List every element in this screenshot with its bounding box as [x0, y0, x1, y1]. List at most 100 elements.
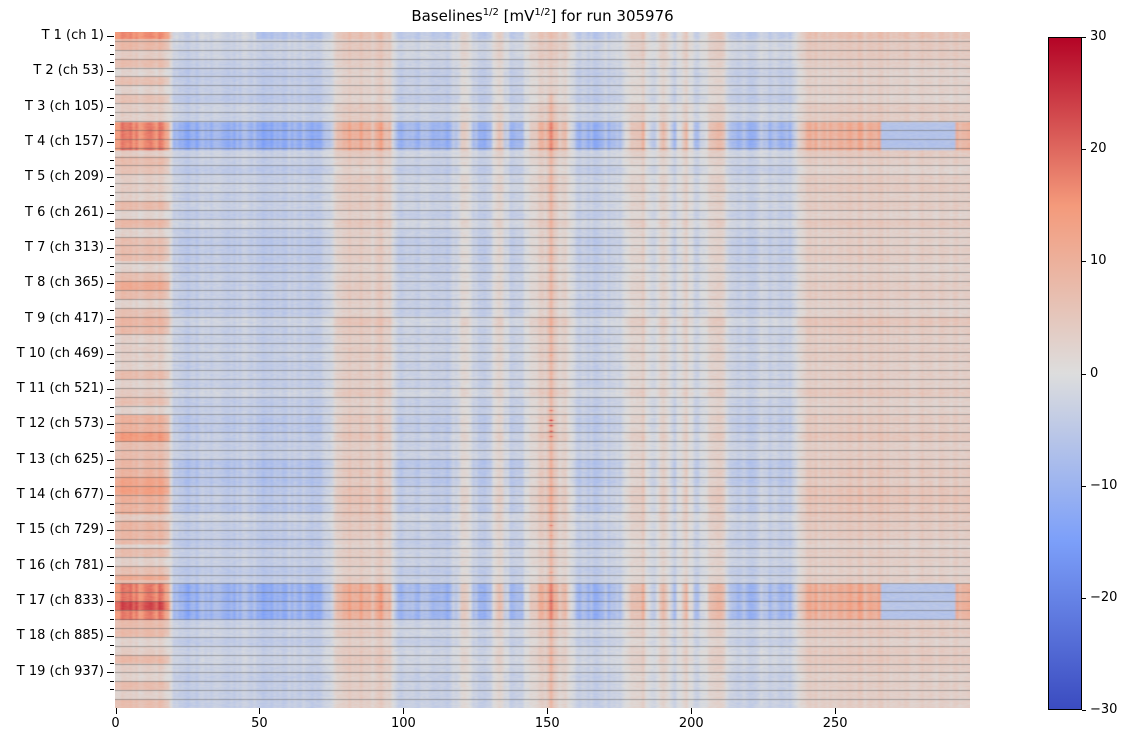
y-minor-tick [110, 433, 114, 435]
colorbar-tick [1082, 710, 1086, 711]
y-tick-label: T 7 (ch 313) [25, 239, 104, 255]
x-tick [259, 708, 261, 714]
colorbar-tick-label: −10 [1090, 477, 1118, 493]
chart-title-units-exponent: 1/2 [534, 7, 551, 18]
y-minor-tick [110, 88, 114, 90]
y-minor-tick [110, 609, 114, 611]
y-major-tick [107, 283, 114, 285]
y-minor-tick [110, 548, 114, 550]
y-minor-tick [110, 256, 114, 258]
y-major-tick [107, 212, 114, 214]
y-major-tick [107, 389, 114, 391]
y-tick-label: T 2 (ch 53) [33, 63, 104, 79]
y-minor-tick [110, 371, 114, 373]
y-major-tick [107, 353, 114, 355]
y-minor-tick [110, 450, 114, 452]
colorbar-tick-label: −30 [1090, 702, 1118, 717]
y-minor-tick [110, 133, 114, 135]
y-minor-tick [110, 274, 114, 276]
y-minor-tick [110, 477, 114, 479]
y-tick-label: T 17 (ch 833) [16, 593, 104, 609]
y-minor-tick [110, 689, 114, 691]
y-minor-tick [110, 583, 114, 585]
y-minor-tick [110, 556, 114, 558]
colorbar-tick [1082, 597, 1086, 599]
y-minor-tick [110, 265, 114, 267]
colorbar-tick-label: 30 [1090, 29, 1107, 44]
y-minor-tick [110, 592, 114, 594]
y-tick-label: T 12 (ch 573) [16, 416, 104, 432]
colorbar-tick [1082, 485, 1086, 487]
y-minor-tick [110, 380, 114, 382]
y-tick-label: T 5 (ch 209) [25, 169, 104, 185]
x-tick-label: 0 [111, 716, 120, 731]
y-tick-label: T 11 (ch 521) [16, 381, 104, 397]
y-major-tick [107, 106, 114, 108]
y-minor-tick [110, 53, 114, 55]
colorbar-tick-label: 10 [1090, 253, 1107, 269]
x-tick-label: 150 [534, 716, 560, 731]
y-tick-label: T 10 (ch 469) [16, 345, 104, 361]
y-minor-tick [110, 44, 114, 46]
chart-title-exponent: 1/2 [482, 7, 499, 18]
x-tick-label: 50 [251, 716, 268, 731]
y-minor-tick [110, 292, 114, 294]
y-major-tick [107, 318, 114, 320]
y-minor-tick [110, 203, 114, 205]
y-major-tick [107, 671, 114, 673]
y-tick-label: T 9 (ch 417) [25, 310, 104, 326]
y-major-tick [107, 71, 114, 73]
y-major-tick [107, 636, 114, 638]
colorbar-tick-label: 0 [1090, 365, 1099, 381]
y-tick-label: T 16 (ch 781) [16, 557, 104, 573]
y-minor-tick [110, 309, 114, 311]
y-major-tick [107, 601, 114, 603]
y-major-tick [107, 177, 114, 179]
y-major-tick [107, 459, 114, 461]
y-tick-label: T 19 (ch 937) [16, 663, 104, 679]
y-minor-tick [110, 521, 114, 523]
x-tick [835, 708, 837, 714]
x-tick [115, 708, 117, 714]
y-minor-tick [110, 442, 114, 444]
x-tick-label: 250 [822, 716, 848, 731]
y-minor-tick [110, 124, 114, 126]
y-minor-tick [110, 221, 114, 223]
y-tick-label: T 18 (ch 885) [16, 628, 104, 644]
colorbar-tick [1082, 373, 1086, 375]
y-minor-tick [110, 680, 114, 682]
y-minor-tick [110, 503, 114, 505]
y-minor-tick [110, 97, 114, 99]
y-minor-tick [110, 115, 114, 117]
y-tick-label: T 3 (ch 105) [25, 98, 104, 114]
y-major-tick [107, 565, 114, 567]
y-major-tick [107, 424, 114, 426]
y-minor-tick [110, 62, 114, 64]
y-minor-tick [110, 159, 114, 161]
chart-title-text: Baselines [411, 7, 483, 25]
chart-title-units: [mV [498, 7, 535, 25]
colorbar-tick [1082, 149, 1086, 151]
y-minor-tick [110, 327, 114, 329]
y-minor-tick [110, 645, 114, 647]
y-minor-tick [110, 397, 114, 399]
y-minor-tick [110, 618, 114, 620]
y-tick-label: T 8 (ch 365) [25, 275, 104, 291]
y-minor-tick [110, 512, 114, 514]
chart-title: Baselines1/2 [mV1/2] for run 305976 [115, 7, 970, 25]
y-tick-label: T 1 (ch 1) [41, 28, 104, 43]
y-minor-tick [110, 186, 114, 188]
y-minor-tick [110, 336, 114, 338]
y-minor-tick [110, 406, 114, 408]
y-major-tick [107, 495, 114, 497]
y-minor-tick [110, 662, 114, 664]
y-minor-tick [110, 345, 114, 346]
y-minor-tick [110, 574, 114, 576]
y-minor-tick [110, 415, 114, 417]
y-tick-label: T 14 (ch 677) [16, 487, 104, 503]
colorbar [1048, 37, 1082, 710]
chart-title-run: ] for run 305976 [550, 7, 674, 25]
y-minor-tick [110, 539, 114, 541]
y-minor-tick [110, 168, 114, 170]
